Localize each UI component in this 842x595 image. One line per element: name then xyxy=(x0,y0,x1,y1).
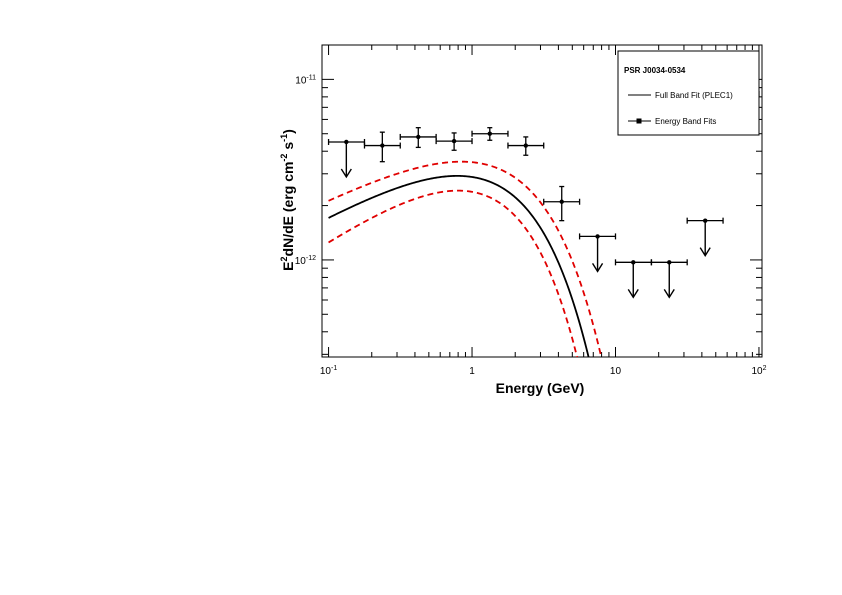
upper-limit-point xyxy=(650,259,688,299)
upper-limit-arrow-head xyxy=(663,288,675,299)
uncertainty-band-upper xyxy=(328,160,603,357)
legend-title: PSR J0034-0534 xyxy=(624,66,686,75)
upper-limit-arrow-head xyxy=(699,247,711,257)
full-band-fit-line xyxy=(328,174,590,357)
fit-curves xyxy=(328,160,603,357)
data-point-marker xyxy=(344,139,349,145)
upper-limit-arrow-head xyxy=(591,263,604,273)
legend: PSR J0034-0534 Full Band Fit (PLEC1) Ene… xyxy=(617,50,760,136)
uncertainty-band-lower xyxy=(328,189,579,357)
upper-limit-arrow-head xyxy=(627,288,639,299)
upper-limit-point xyxy=(614,259,653,299)
x-axis-ticks: 10-1 1 10 102 xyxy=(320,45,767,377)
data-point-marker xyxy=(703,218,708,223)
data-point-marker xyxy=(523,143,528,148)
legend-entry-energy-band-fits: Energy Band Fits xyxy=(655,117,716,126)
upper-limit-arrow-head xyxy=(340,168,352,179)
x-tick-label: 10-1 xyxy=(320,365,337,377)
flux-point xyxy=(543,185,581,222)
flux-point xyxy=(471,127,509,141)
data-point-marker xyxy=(416,134,421,140)
x-tick-label: 10 xyxy=(610,366,622,377)
data-point-marker xyxy=(380,143,385,148)
x-tick-label: 102 xyxy=(751,365,766,377)
y-tick-label: 10-11 xyxy=(295,74,316,86)
data-point-marker xyxy=(595,234,600,239)
flux-point xyxy=(507,136,545,156)
x-tick-label: 1 xyxy=(469,366,475,377)
data-point-marker xyxy=(559,199,564,204)
flux-point xyxy=(435,132,473,151)
data-point-marker xyxy=(487,131,492,136)
flux-point xyxy=(399,127,437,149)
legend-entry-full-band-fit: Full Band Fit (PLEC1) xyxy=(655,91,733,100)
data-point-marker xyxy=(667,260,672,265)
y-tick-label: 10-12 xyxy=(295,255,316,267)
upper-limit-point xyxy=(686,217,724,257)
data-point-marker xyxy=(631,260,636,265)
legend-band-swatch-marker xyxy=(636,118,642,124)
data-point-marker xyxy=(451,138,457,144)
y-axis-title: E2dN/dE (erg cm-2 s-1) xyxy=(279,129,296,271)
x-axis-title: Energy (GeV) xyxy=(496,380,585,396)
upper-limit-point xyxy=(327,138,366,179)
plot-frame xyxy=(321,44,763,358)
upper-limit-point xyxy=(578,233,617,273)
flux-point xyxy=(363,131,401,163)
